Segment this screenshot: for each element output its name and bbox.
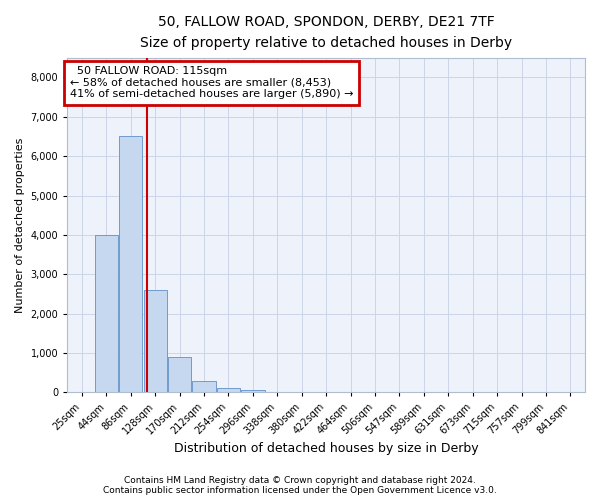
Text: 50 FALLOW ROAD: 115sqm
← 58% of detached houses are smaller (8,453)
41% of semi-: 50 FALLOW ROAD: 115sqm ← 58% of detached… — [70, 66, 353, 100]
Bar — [119, 136, 142, 392]
Bar — [95, 235, 118, 392]
Bar — [193, 382, 215, 392]
Bar — [143, 290, 167, 392]
Title: 50, FALLOW ROAD, SPONDON, DERBY, DE21 7TF
Size of property relative to detached : 50, FALLOW ROAD, SPONDON, DERBY, DE21 7T… — [140, 15, 512, 50]
X-axis label: Distribution of detached houses by size in Derby: Distribution of detached houses by size … — [174, 442, 478, 455]
Bar — [168, 357, 191, 392]
Bar — [241, 390, 265, 392]
Text: Contains HM Land Registry data © Crown copyright and database right 2024.
Contai: Contains HM Land Registry data © Crown c… — [103, 476, 497, 495]
Y-axis label: Number of detached properties: Number of detached properties — [15, 138, 25, 313]
Bar — [217, 388, 240, 392]
